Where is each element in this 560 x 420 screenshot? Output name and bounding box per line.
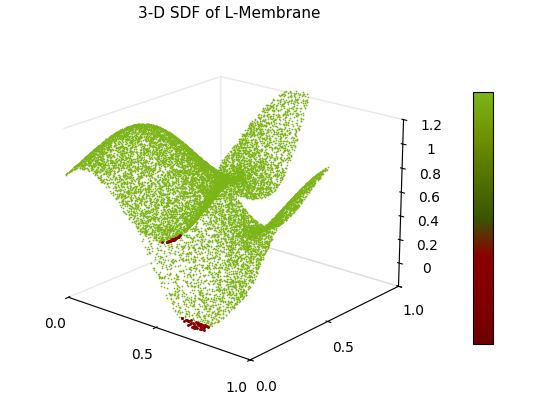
Title: 3-D SDF of L-Membrane: 3-D SDF of L-Membrane — [138, 6, 321, 21]
